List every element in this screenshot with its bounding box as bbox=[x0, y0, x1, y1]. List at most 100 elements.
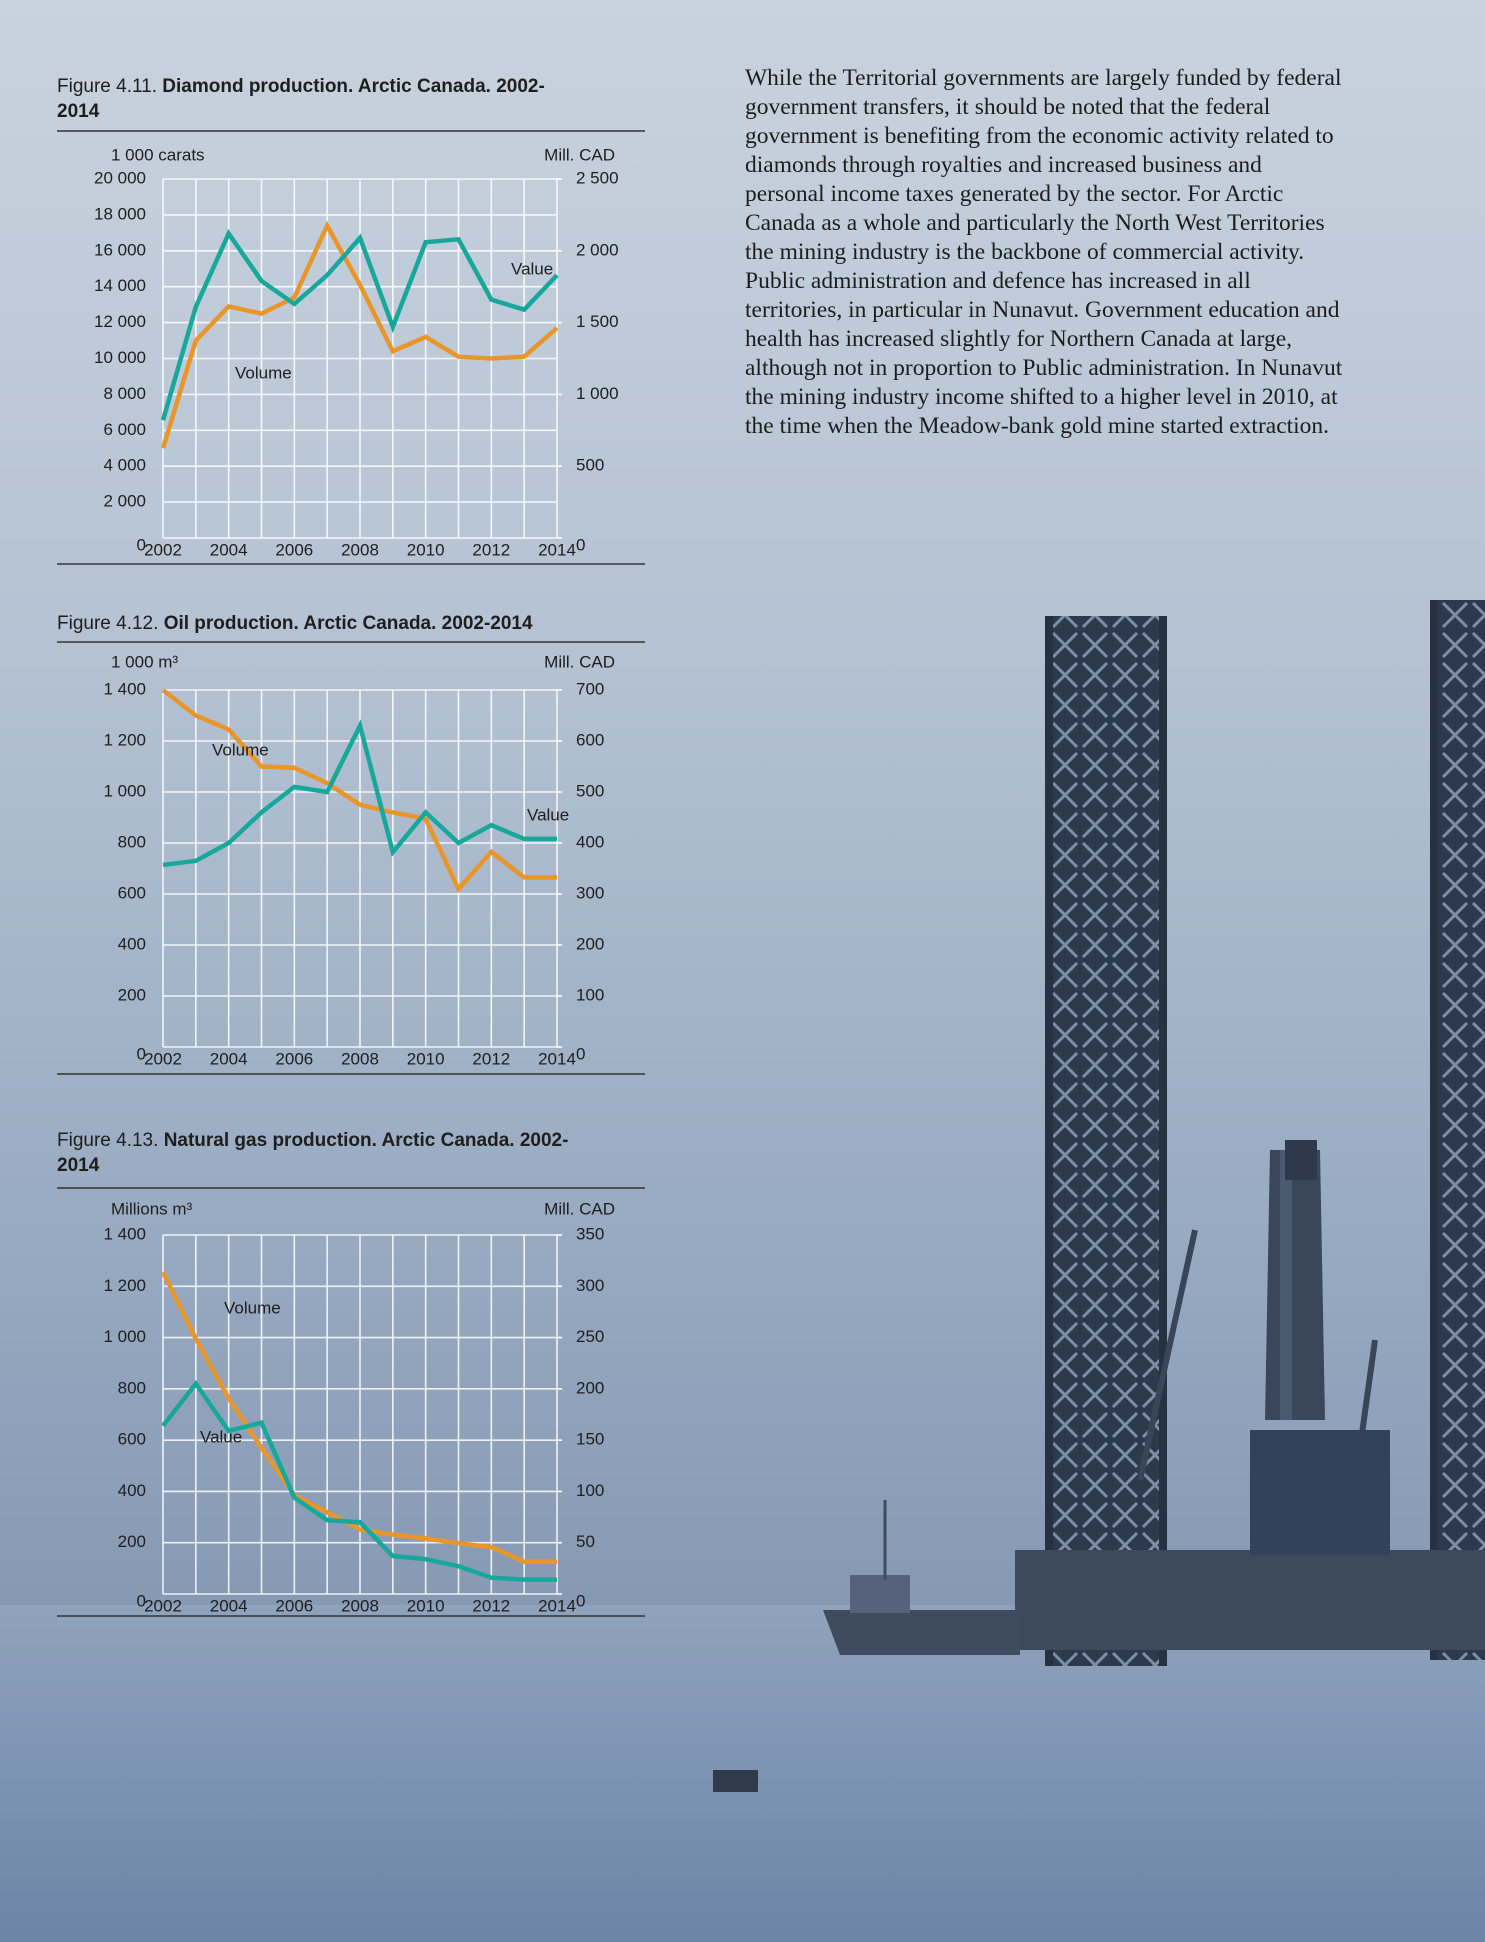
x-tick-label: 2004 bbox=[210, 1596, 248, 1615]
series-line bbox=[160, 1271, 557, 1564]
y2-tick-label: 350 bbox=[576, 1224, 604, 1243]
y-tick-label: 800 bbox=[118, 832, 146, 851]
x-tick-label: 2002 bbox=[144, 1049, 182, 1068]
y-tick-label: 1 000 bbox=[103, 1327, 146, 1346]
y-axis-title: 1 000 carats bbox=[111, 145, 205, 164]
y2-tick-label: 200 bbox=[576, 1378, 604, 1397]
y2-axis-title: Mill. CAD bbox=[544, 145, 615, 164]
y-tick-label: 20 000 bbox=[94, 168, 146, 187]
x-tick-label: 2008 bbox=[341, 1049, 379, 1068]
y-tick-label: 200 bbox=[118, 985, 146, 1004]
x-tick-label: 2010 bbox=[407, 1049, 445, 1068]
y2-tick-label: 2 000 bbox=[576, 240, 619, 259]
y-tick-label: 14 000 bbox=[94, 276, 146, 295]
y-tick-label: 600 bbox=[118, 883, 146, 902]
y2-tick-label: 600 bbox=[576, 730, 604, 749]
y2-tick-label: 2 500 bbox=[576, 168, 619, 187]
y2-tick-label: 200 bbox=[576, 934, 604, 953]
y2-tick-label: 250 bbox=[576, 1327, 604, 1346]
y2-tick-label: 0 bbox=[576, 1044, 585, 1063]
y-axis-title: Millions m³ bbox=[111, 1199, 193, 1218]
y2-tick-label: 300 bbox=[576, 1276, 604, 1295]
series-line bbox=[161, 688, 557, 893]
series-line bbox=[160, 229, 559, 421]
y-tick-label: 1 400 bbox=[103, 1224, 146, 1243]
y2-tick-label: 700 bbox=[576, 679, 604, 698]
figure-label: Figure 4.11. bbox=[57, 76, 157, 97]
y2-axis-title: Mill. CAD bbox=[544, 652, 615, 671]
x-tick-label: 2014 bbox=[538, 540, 576, 559]
x-tick-label: 2012 bbox=[472, 540, 510, 559]
figure-label: Figure 4.12. bbox=[57, 613, 159, 634]
x-tick-label: 2010 bbox=[407, 540, 445, 559]
y-tick-label: 8 000 bbox=[103, 384, 146, 403]
x-tick-label: 2012 bbox=[472, 1596, 510, 1615]
y-tick-label: 200 bbox=[118, 1532, 146, 1551]
figure-label: Figure 4.13. bbox=[57, 1130, 159, 1151]
y-tick-label: 1 200 bbox=[103, 730, 146, 749]
y-tick-label: 4 000 bbox=[103, 456, 146, 475]
y-axis-title: 1 000 m³ bbox=[111, 652, 178, 671]
x-tick-label: 2004 bbox=[210, 1049, 248, 1068]
y2-tick-label: 100 bbox=[576, 1481, 604, 1500]
y-tick-label: 18 000 bbox=[94, 204, 146, 223]
figure-title: Figure 4.13. Natural gas production. Arc… bbox=[57, 1128, 597, 1178]
y2-axis-title: Mill. CAD bbox=[544, 1199, 615, 1218]
figure-title-text: Oil production. Arctic Canada. 2002-2014 bbox=[163, 613, 533, 634]
y-tick-label: 12 000 bbox=[94, 312, 146, 331]
x-tick-label: 2008 bbox=[341, 540, 379, 559]
series-label: Value bbox=[200, 1427, 242, 1446]
x-tick-label: 2006 bbox=[275, 1596, 313, 1615]
y2-tick-label: 0 bbox=[576, 535, 585, 554]
charts: 1 000 carats Mill. CAD 0 2 000 4 000 6 000 8 0… bbox=[57, 130, 645, 1617]
y-tick-label: 0 bbox=[137, 535, 146, 554]
y-tick-label: 1 400 bbox=[103, 679, 146, 698]
y2-tick-label: 500 bbox=[576, 456, 604, 475]
series-line bbox=[161, 1379, 557, 1582]
x-tick-label: 2002 bbox=[144, 540, 182, 559]
x-tick-label: 2004 bbox=[210, 540, 248, 559]
y2-tick-label: 400 bbox=[576, 832, 604, 851]
series-label: Value bbox=[527, 805, 569, 824]
y-tick-label: 400 bbox=[118, 1481, 146, 1500]
body-text: While the Territorial governments are la… bbox=[745, 65, 1343, 439]
y-tick-label: 1 200 bbox=[103, 1276, 146, 1295]
x-tick-label: 2014 bbox=[538, 1049, 576, 1068]
series-label: Volume bbox=[224, 1298, 281, 1317]
y2-tick-label: 0 bbox=[576, 1591, 585, 1610]
figure-title: Figure 4.12. Oil production. Arctic Cana… bbox=[57, 611, 697, 636]
figure-title: Figure 4.11. Diamond production. Arctic … bbox=[57, 74, 577, 124]
series-label: Volume bbox=[235, 363, 292, 382]
y-tick-label: 6 000 bbox=[103, 420, 146, 439]
x-tick-label: 2014 bbox=[538, 1596, 576, 1615]
x-tick-label: 2008 bbox=[341, 1596, 379, 1615]
series-label: Volume bbox=[212, 740, 269, 759]
y2-tick-label: 300 bbox=[576, 883, 604, 902]
y-tick-label: 16 000 bbox=[94, 240, 146, 259]
x-tick-label: 2006 bbox=[275, 540, 313, 559]
y2-tick-label: 1 500 bbox=[576, 312, 619, 331]
y-tick-label: 0 bbox=[137, 1044, 146, 1063]
x-tick-label: 2002 bbox=[144, 1596, 182, 1615]
y2-tick-label: 500 bbox=[576, 781, 604, 800]
y-tick-label: 0 bbox=[137, 1591, 146, 1610]
y-tick-label: 600 bbox=[118, 1430, 146, 1449]
y2-tick-label: 50 bbox=[576, 1532, 595, 1551]
y-tick-label: 2 000 bbox=[103, 492, 146, 511]
series-line bbox=[162, 719, 557, 868]
y-tick-label: 1 000 bbox=[103, 781, 146, 800]
x-tick-label: 2012 bbox=[472, 1049, 510, 1068]
figure-title-text: Diamond production. Arctic Canada. 2002-… bbox=[57, 76, 545, 122]
y-tick-label: 800 bbox=[118, 1378, 146, 1397]
y2-tick-label: 150 bbox=[576, 1430, 604, 1449]
y2-tick-label: 100 bbox=[576, 985, 604, 1004]
y-tick-label: 400 bbox=[118, 934, 146, 953]
figure-title-text: Natural gas production. Arctic Canada. 2… bbox=[57, 1130, 569, 1176]
y2-tick-label: 1 000 bbox=[576, 384, 619, 403]
y-tick-label: 10 000 bbox=[94, 348, 146, 367]
series-line bbox=[160, 220, 559, 449]
